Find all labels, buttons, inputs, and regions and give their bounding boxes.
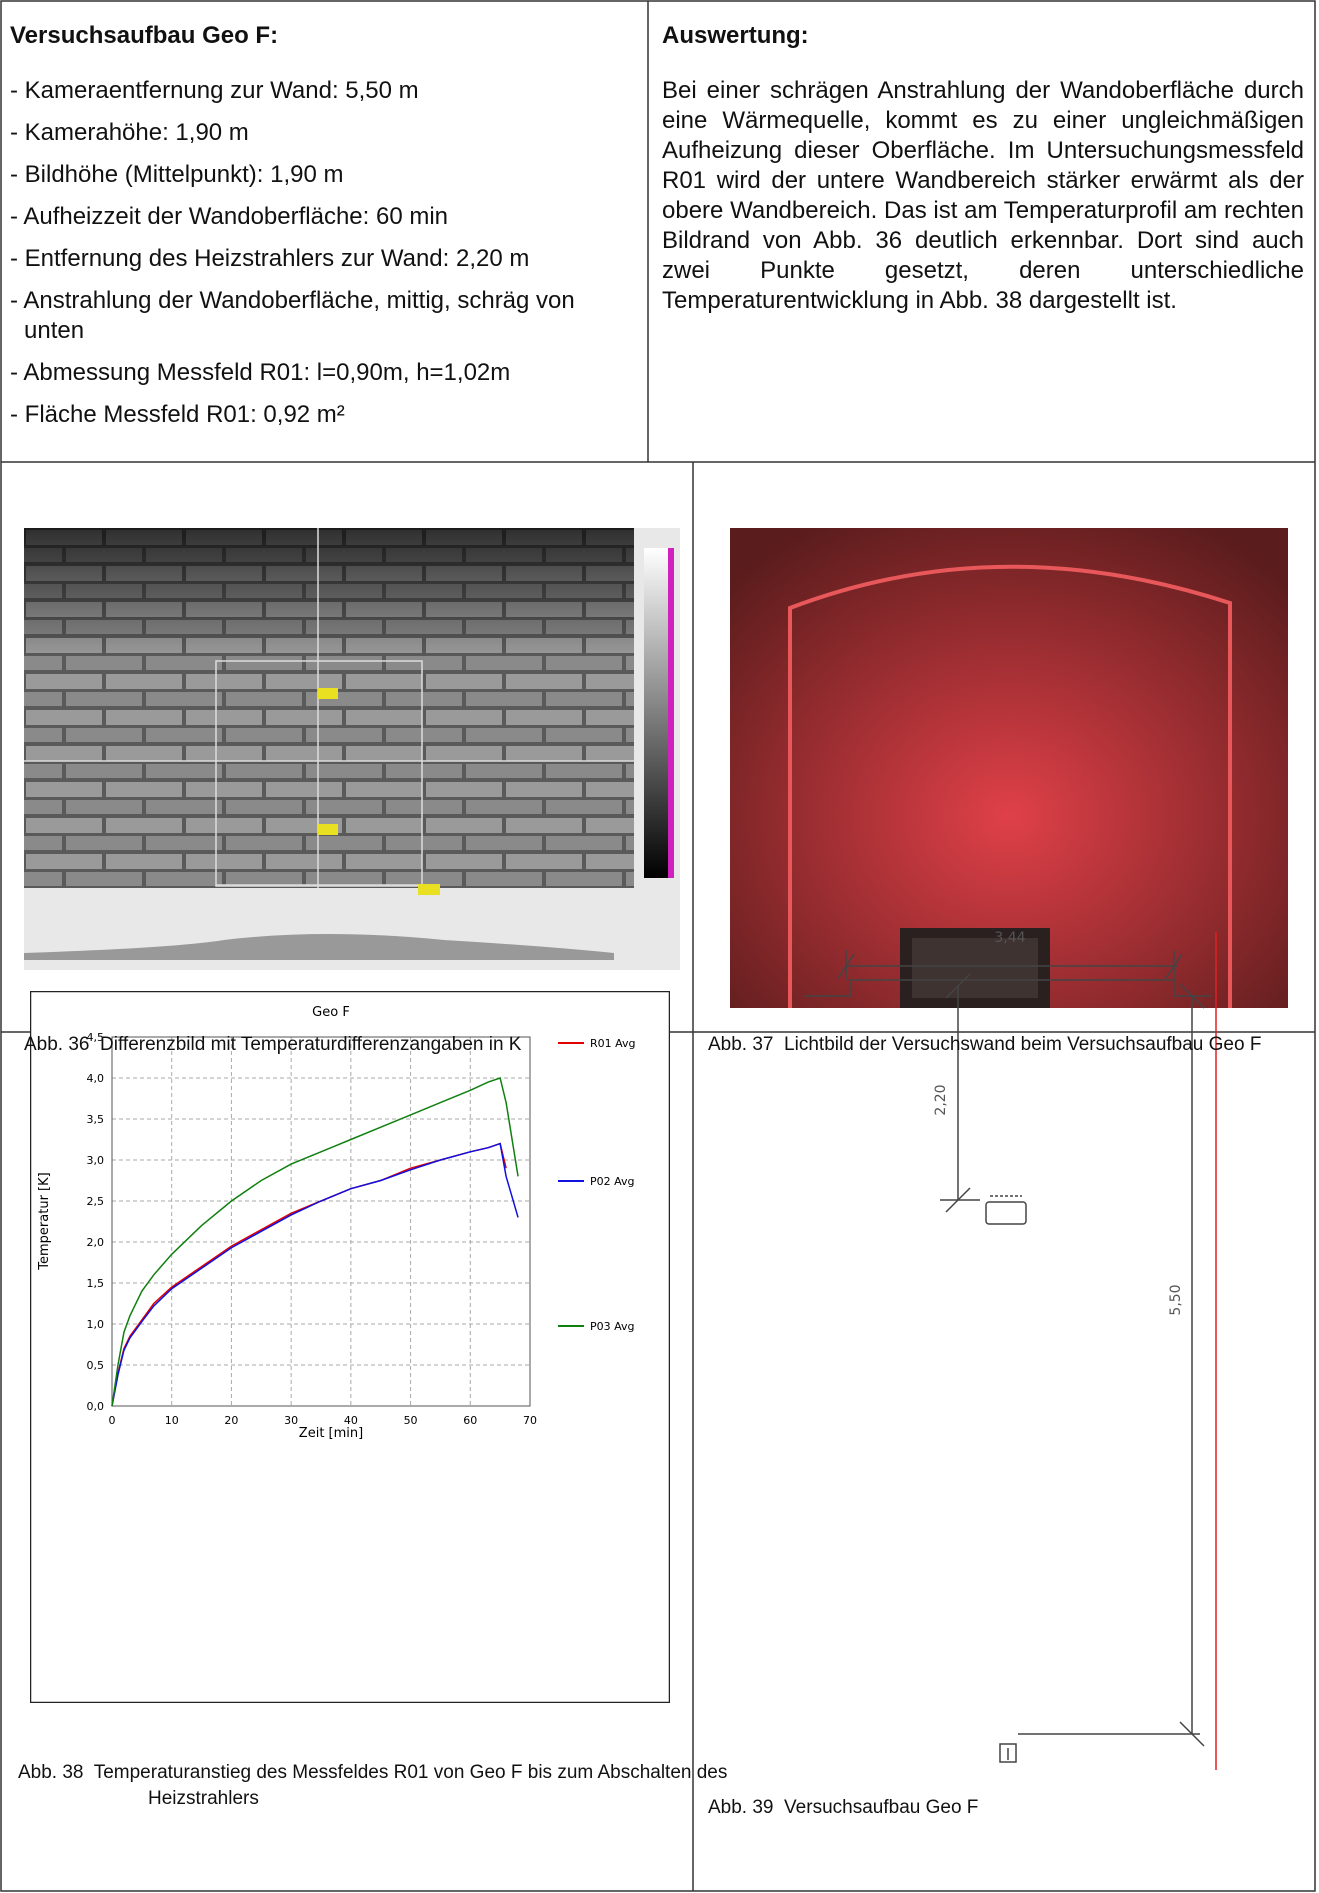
- y-tick-label: 3,5: [87, 1113, 105, 1126]
- legend-label: P03 Avg: [590, 1320, 635, 1333]
- y-axis-label: Temperatur [K]: [37, 1172, 52, 1270]
- x-tick-label: 20: [224, 1414, 238, 1427]
- setup-item: - Kamerahöhe: 1,90 m: [10, 118, 640, 148]
- setup-item: - Kameraentfernung zur Wand: 5,50 m: [10, 76, 640, 106]
- page: Versuchsaufbau Geo F: - Kameraentfernung…: [0, 0, 1319, 1893]
- x-tick-label: 60: [463, 1414, 477, 1427]
- camera-distance-label: 5,50: [1168, 1284, 1184, 1315]
- legend-label: P02 Avg: [590, 1175, 635, 1188]
- evaluation-title: Auswertung:: [662, 22, 809, 50]
- caption: Abb. 36 Differenzbild mit Temperaturdiff…: [24, 1032, 674, 1058]
- y-tick-label: 0,5: [87, 1359, 105, 1372]
- y-tick-label: 1,0: [87, 1318, 105, 1331]
- chart: Geo F Zeit [min] Temperatur [K] 0,0 0,5 1,…: [30, 991, 670, 1703]
- y-tick-label: 2,0: [87, 1236, 105, 1249]
- x-tick-label: 0: [109, 1414, 116, 1427]
- y-tick-label: 4,0: [87, 1072, 105, 1085]
- y-tick-label: 0,0: [87, 1400, 105, 1413]
- caption: Abb. 39 Versuchsaufbau Geo F: [708, 1795, 1298, 1821]
- x-axis-label: Zeit [min]: [299, 1426, 363, 1441]
- x-tick-label: 40: [344, 1414, 358, 1427]
- heater-distance-label: 2,20: [933, 1084, 949, 1115]
- x-tick-label: 50: [404, 1414, 418, 1427]
- x-tick-label: 70: [523, 1414, 537, 1427]
- y-tick-label: 2,5: [87, 1195, 105, 1208]
- chart-title: Geo F: [312, 1005, 350, 1020]
- width-label: 3,44: [994, 930, 1025, 946]
- setup-title: Versuchsaufbau Geo F:: [10, 22, 278, 50]
- setup-item: - Abmessung Messfeld R01: l=0,90m, h=1,0…: [10, 358, 640, 388]
- evaluation-text: Bei einer schrägen Anstrahlung der Wando…: [662, 76, 1304, 316]
- setup-item: - Bildhöhe (Mittelpunkt): 1,90 m: [10, 160, 640, 190]
- x-tick-label: 10: [165, 1414, 179, 1427]
- y-tick-label: 3,0: [87, 1154, 105, 1167]
- thermal-image: [24, 528, 680, 970]
- y-tick-label: 1,5: [87, 1277, 105, 1290]
- setup-list: - Kameraentfernung zur Wand: 5,50 m - Kam…: [10, 76, 640, 442]
- caption: Abb. 37 Lichtbild der Versuchswand beim …: [708, 1032, 1319, 1058]
- x-tick-label: 30: [284, 1414, 298, 1427]
- setup-item: - Aufheizzeit der Wandoberfläche: 60 min: [10, 202, 640, 232]
- caption: Abb. 38 Temperaturanstieg des Messfeldes…: [18, 1760, 808, 1812]
- setup-item: - Entfernung des Heizstrahlers zur Wand:…: [10, 244, 640, 274]
- setup-item: - Fläche Messfeld R01: 0,92 m²: [10, 400, 640, 430]
- setup-item: - Anstrahlung der Wandoberfläche, mittig…: [10, 286, 640, 346]
